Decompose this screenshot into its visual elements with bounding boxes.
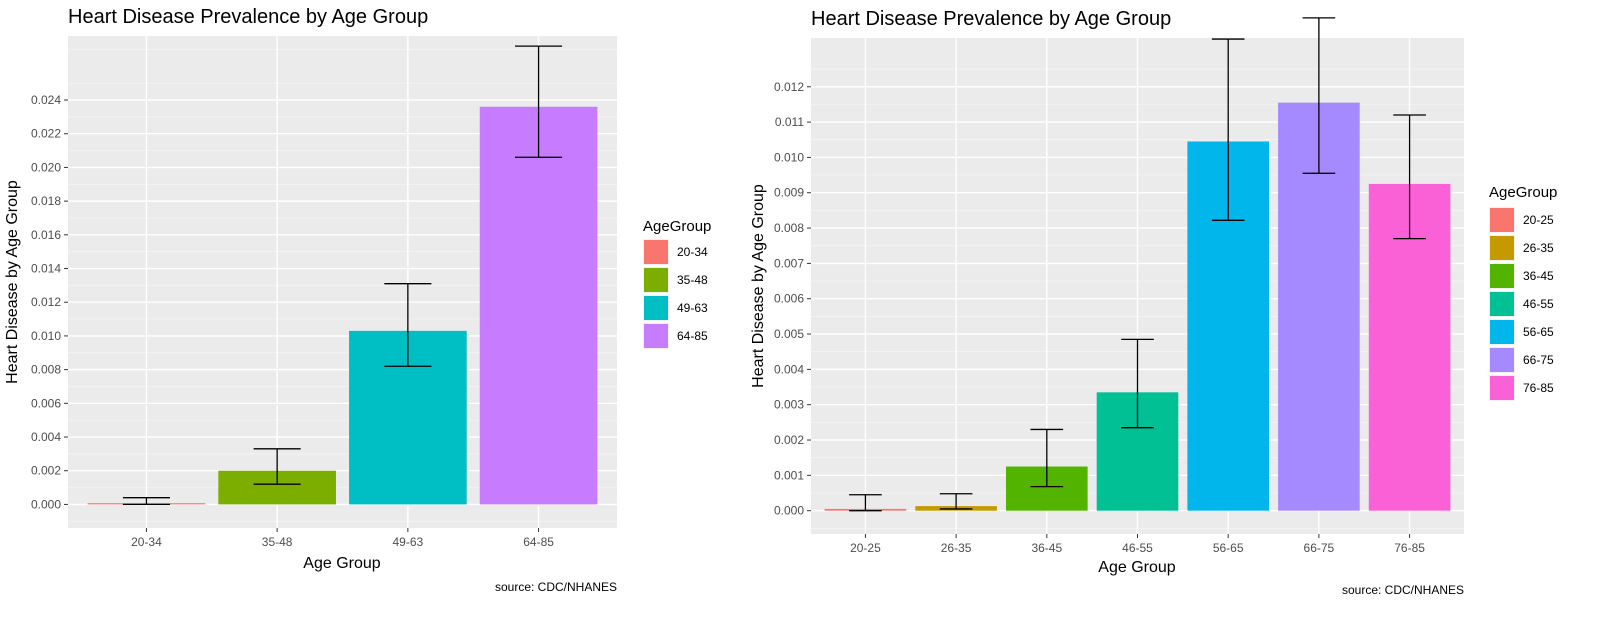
- legend-item-36-45: 36-45: [1489, 263, 1554, 289]
- legend-swatch: [1490, 376, 1514, 400]
- y-tick-label: 0.024: [31, 93, 61, 107]
- x-axis-title: Age Group: [303, 555, 380, 572]
- x-tick-label: 26-35: [941, 541, 972, 555]
- x-tick-label: 35-48: [262, 535, 293, 549]
- error-bar-20-34: [122, 497, 170, 506]
- y-tick-label: 0.000: [31, 497, 61, 511]
- error-bar-35-48: [253, 448, 301, 485]
- error-bar-36-45: [1030, 428, 1064, 488]
- y-tick-label: 0.012: [774, 80, 804, 94]
- y-tick-label: 0.004: [774, 362, 804, 376]
- x-tick-label: 66-75: [1304, 541, 1335, 555]
- legend-title: AgeGroup: [643, 218, 711, 235]
- legend-label: 20-34: [677, 245, 708, 259]
- y-tick-label: 0.000: [774, 504, 804, 518]
- y-tick-label: 0.011: [775, 115, 804, 129]
- caption: source: CDC/NHANES: [1342, 583, 1464, 597]
- legend-item-76-85: 76-85: [1489, 375, 1554, 401]
- y-tick-label: 0.002: [31, 464, 61, 478]
- legend-swatch: [1490, 348, 1514, 372]
- legend-swatch: [1490, 264, 1514, 288]
- legend-title: AgeGroup: [1489, 184, 1557, 201]
- legend-item-35-48: 35-48: [643, 267, 708, 293]
- legend-item-20-34: 20-34: [643, 239, 708, 265]
- legend-swatch: [644, 296, 668, 320]
- bar-64-85: [479, 106, 598, 505]
- x-tick-label: 20-25: [850, 541, 881, 555]
- legend-label: 56-65: [1523, 325, 1554, 339]
- y-tick-label: 0.010: [774, 150, 804, 164]
- error-bar-56-65: [1211, 38, 1245, 221]
- chart-title: Heart Disease Prevalence by Age Group: [811, 8, 1171, 30]
- legend-label: 26-35: [1523, 241, 1554, 255]
- legend-item-26-35: 26-35: [1489, 235, 1554, 261]
- x-tick-label: 46-55: [1122, 541, 1153, 555]
- y-tick-label: 0.012: [31, 295, 61, 309]
- y-tick-label: 0.014: [31, 262, 61, 276]
- error-bar-64-85: [515, 45, 563, 158]
- y-tick-label: 0.016: [31, 228, 61, 242]
- y-tick-label: 0.008: [774, 221, 804, 235]
- error-bar-66-75: [1302, 17, 1336, 174]
- legend-swatch: [644, 324, 668, 348]
- x-tick-label: 76-85: [1394, 541, 1425, 555]
- caption: source: CDC/NHANES: [495, 580, 617, 594]
- legend-label: 76-85: [1523, 381, 1554, 395]
- error-bar-49-63: [384, 283, 432, 367]
- y-tick-label: 0.008: [31, 363, 61, 377]
- legend-label: 36-45: [1523, 269, 1554, 283]
- x-tick-label: 56-65: [1213, 541, 1244, 555]
- error-bar-26-35: [939, 493, 973, 510]
- legend-label: 66-75: [1523, 353, 1554, 367]
- y-tick-label: 0.004: [31, 430, 61, 444]
- y-tick-label: 0.007: [774, 256, 804, 270]
- legend-swatch: [1490, 208, 1514, 232]
- y-axis-title: Heart Disease by Age Group: [750, 184, 767, 388]
- error-bar-20-25: [849, 494, 882, 512]
- legend-label: 35-48: [677, 273, 708, 287]
- legend-swatch: [1490, 236, 1514, 260]
- legend-item-64-85: 64-85: [643, 323, 708, 349]
- x-tick-label: 49-63: [393, 535, 424, 549]
- legend: AgeGroup 20-25 26-35 36-45 46-55 56-65 66-75 76…: [1489, 184, 1557, 401]
- x-tick-label: 36-45: [1031, 541, 1062, 555]
- legend-swatch: [644, 268, 668, 292]
- y-tick-label: 0.010: [31, 329, 61, 343]
- y-axis-title: Heart Disease by Age Group: [4, 180, 21, 384]
- y-tick-label: 0.018: [31, 194, 61, 208]
- y-tick-label: 0.001: [774, 468, 804, 482]
- y-tick-label: 0.002: [774, 433, 804, 447]
- y-tick-label: 0.009: [774, 186, 804, 200]
- legend-item-20-25: 20-25: [1489, 207, 1554, 233]
- y-tick-label: 0.022: [31, 127, 61, 141]
- legend-item-46-55: 46-55: [1489, 291, 1554, 317]
- y-tick-label: 0.006: [31, 396, 61, 410]
- legend-swatch: [644, 240, 668, 264]
- chart-title: Heart Disease Prevalence by Age Group: [68, 6, 428, 28]
- chart-left: Heart Disease Prevalence by Age Group 0.0…: [4, 6, 711, 594]
- x-axis-title: Age Group: [1098, 559, 1175, 576]
- legend-label: 64-85: [677, 329, 708, 343]
- y-tick-label: 0.003: [774, 398, 804, 412]
- error-bar-46-55: [1121, 338, 1154, 429]
- legend-item-56-65: 56-65: [1489, 319, 1554, 345]
- legend-swatch: [1490, 320, 1514, 344]
- legend: AgeGroup 20-34 35-48 49-63 64-85: [643, 218, 711, 349]
- x-tick-label: 64-85: [523, 535, 554, 549]
- legend-item-66-75: 66-75: [1489, 347, 1554, 373]
- y-tick-label: 0.005: [774, 327, 804, 341]
- chart-right: Heart Disease Prevalence by Age Group 0.0…: [750, 8, 1557, 597]
- error-bar-76-85: [1393, 114, 1426, 240]
- legend-label: 20-25: [1523, 213, 1554, 227]
- legend-label: 46-55: [1523, 297, 1554, 311]
- y-tick-label: 0.006: [774, 292, 804, 306]
- legend-label: 49-63: [677, 301, 708, 315]
- legend-item-49-63: 49-63: [643, 295, 708, 321]
- x-tick-label: 20-34: [131, 535, 162, 549]
- y-tick-label: 0.020: [31, 160, 61, 174]
- legend-swatch: [1490, 292, 1514, 316]
